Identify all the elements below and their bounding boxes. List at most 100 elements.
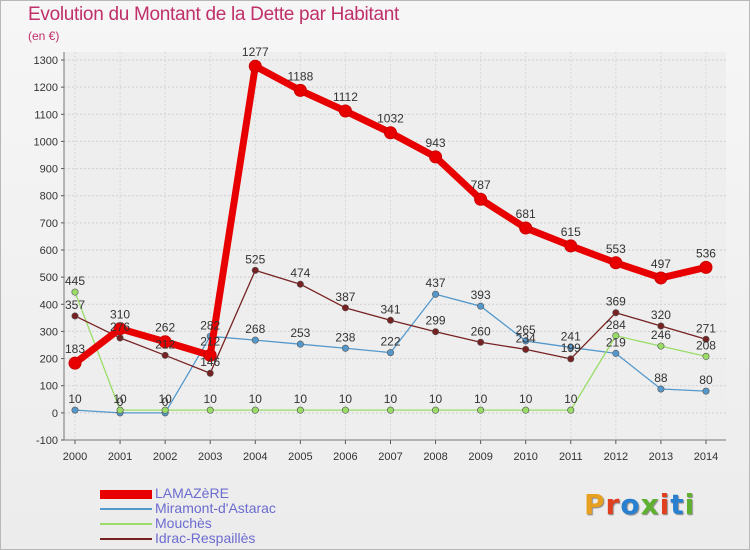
data-point <box>116 406 124 414</box>
data-point <box>477 338 485 346</box>
data-label: 681 <box>516 207 536 221</box>
data-point <box>654 271 668 285</box>
data-point <box>68 356 82 370</box>
data-point <box>206 406 214 414</box>
data-point <box>158 335 172 349</box>
data-label: 341 <box>380 302 400 316</box>
x-tick-label: 2009 <box>468 451 492 463</box>
x-tick-label: 2007 <box>378 451 402 463</box>
data-point <box>161 351 169 359</box>
data-point <box>296 406 304 414</box>
data-label: 536 <box>696 246 716 260</box>
data-point <box>432 328 440 336</box>
data-point <box>341 304 349 312</box>
data-point <box>386 406 394 414</box>
data-label: 437 <box>426 276 446 290</box>
data-label: 10 <box>564 392 578 406</box>
data-label: 1112 <box>333 90 358 104</box>
proxiti-logo: Proxiti <box>584 488 696 521</box>
data-label: 271 <box>696 321 716 335</box>
data-label: 1188 <box>287 69 313 83</box>
data-label: 10 <box>339 392 353 406</box>
data-point <box>341 406 349 414</box>
data-label: 253 <box>290 326 310 340</box>
data-point <box>429 150 443 164</box>
x-tick-label: 2010 <box>513 451 537 463</box>
data-point <box>612 309 620 317</box>
legend-label: Idrac-Respaillès <box>155 530 256 546</box>
legend-swatch <box>100 508 152 511</box>
data-point <box>432 290 440 298</box>
data-point <box>71 312 79 320</box>
y-tick-label: 1200 <box>34 82 58 94</box>
legend-label: LAMAZèRE <box>155 485 229 501</box>
data-point <box>432 406 440 414</box>
data-label: 262 <box>155 321 175 335</box>
data-point <box>474 192 488 206</box>
data-point <box>293 83 307 97</box>
legend-label: Miramont-d'Astarac <box>155 500 276 516</box>
data-label: 183 <box>65 342 85 356</box>
data-point <box>522 406 530 414</box>
data-point <box>699 260 713 274</box>
data-point <box>564 239 578 253</box>
x-tick-label: 2006 <box>333 451 357 463</box>
y-tick-label: 300 <box>40 326 58 338</box>
data-point <box>383 126 397 140</box>
data-point <box>296 280 304 288</box>
data-label: 10 <box>519 392 533 406</box>
data-point <box>203 348 217 362</box>
data-point <box>567 343 575 351</box>
data-label: 10 <box>68 392 82 406</box>
y-tick-label: 1000 <box>34 136 58 148</box>
data-label: 387 <box>335 290 355 304</box>
data-point <box>477 302 485 310</box>
data-label: 10 <box>158 392 172 406</box>
data-point <box>612 332 620 340</box>
data-label: 10 <box>204 392 218 406</box>
data-label: 10 <box>384 392 398 406</box>
data-label: 357 <box>65 298 85 312</box>
data-label: 146 <box>200 355 220 369</box>
data-point <box>522 337 530 345</box>
data-label: 787 <box>471 178 491 192</box>
x-tick-label: 2003 <box>198 451 222 463</box>
y-tick-label: 700 <box>40 218 58 230</box>
data-point <box>702 335 710 343</box>
data-label: 276 <box>110 320 130 334</box>
data-label: 268 <box>245 322 265 336</box>
data-point <box>567 406 575 414</box>
data-label: 282 <box>200 318 220 332</box>
data-label: 260 <box>471 324 491 338</box>
data-point <box>386 316 394 324</box>
y-tick-label: 800 <box>40 191 58 203</box>
legend-item: LAMAZèRE <box>100 486 276 501</box>
data-point <box>341 344 349 352</box>
y-tick-label: 1100 <box>34 109 58 121</box>
data-point <box>71 406 79 414</box>
data-point <box>161 406 169 414</box>
data-point <box>116 334 124 342</box>
data-label: 88 <box>654 371 668 385</box>
y-tick-label: 100 <box>40 381 58 393</box>
data-point <box>113 322 127 336</box>
legend-swatch <box>100 523 152 526</box>
data-label: 238 <box>335 330 355 344</box>
x-tick-label: 2008 <box>423 451 447 463</box>
x-tick-label: 2012 <box>604 451 628 463</box>
y-tick-label: 200 <box>40 354 58 366</box>
data-label: 310 <box>110 308 130 322</box>
data-point <box>519 221 533 235</box>
data-label: 10 <box>429 392 443 406</box>
x-tick-label: 2014 <box>694 451 718 463</box>
y-tick-label: 0 <box>52 408 58 420</box>
data-label: 497 <box>651 257 671 271</box>
data-point <box>386 349 394 357</box>
plot-area <box>64 52 726 440</box>
data-point <box>657 322 665 330</box>
data-point <box>251 406 259 414</box>
data-label: 299 <box>426 314 446 328</box>
x-tick-label: 2000 <box>63 451 87 463</box>
x-tick-label: 2004 <box>243 451 267 463</box>
data-label: 222 <box>380 335 400 349</box>
